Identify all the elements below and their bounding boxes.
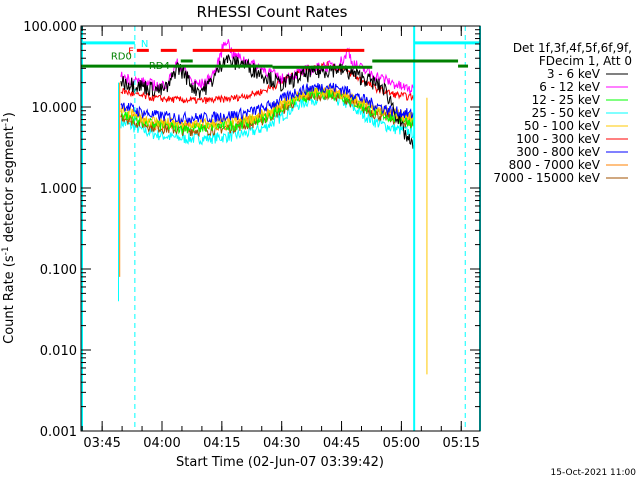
legend-header-line-2: FDecim 1, Att 0 — [539, 54, 632, 68]
x-tick-label: 04:00 — [143, 436, 180, 451]
series-line — [120, 92, 416, 146]
series-line — [120, 84, 416, 130]
rd4-label: RD4 — [149, 61, 170, 72]
legend-label: 6 - 12 keV — [539, 80, 601, 94]
x-axis-label: Start Time (02-Jun-07 03:39:42) — [176, 455, 384, 470]
night-label: N — [141, 39, 148, 50]
y-tick-label: 1.000 — [40, 182, 77, 197]
y-tick-label: 0.100 — [40, 263, 77, 278]
series-line — [120, 39, 416, 95]
legend-label: 3 - 6 keV — [547, 67, 601, 81]
legend-label: 300 - 800 keV — [516, 145, 600, 159]
legend: Det 1f,3f,4f,5f,6f,9f, FDecim 1, Att 0 3… — [493, 41, 632, 185]
series-line — [120, 54, 416, 149]
y-axis-label-part: Count Rate (s — [2, 255, 17, 344]
x-tick-label: 04:45 — [323, 436, 360, 451]
footer-timestamp: 15-Oct-2021 11:00 — [551, 468, 637, 478]
x-tick-label: 04:15 — [203, 436, 240, 451]
series-layer — [120, 39, 416, 149]
legend-label: 7000 - 15000 keV — [493, 171, 600, 185]
plot-frame — [80, 25, 481, 432]
series-line — [120, 82, 415, 125]
x-axis: 03:45 04:00 04:15 04:30 04:45 05:00 05:15 — [81, 26, 480, 451]
x-tick-label: 05:00 — [383, 436, 420, 451]
y-axis-label-part: ) — [2, 112, 17, 117]
x-tick-label: 04:30 — [263, 436, 300, 451]
y-axis-label: Count Rate (s-1 detector segment-1) — [1, 112, 17, 344]
y-axis: 100.000 10.000 1.000 0.100 0.010 0.001 — [23, 20, 480, 440]
y-axis-label-superscript: -1 — [1, 117, 11, 126]
y-tick-label: 0.010 — [40, 344, 77, 359]
x-tick-label: 03:45 — [83, 436, 120, 451]
y-tick-label: 10.000 — [32, 101, 78, 116]
y-tick-label: 100.000 — [23, 20, 77, 35]
flare-label: F — [128, 46, 134, 57]
legend-label: 25 - 50 keV — [532, 106, 601, 120]
y-axis-label-part: detector segment — [2, 126, 17, 246]
y-axis-label-superscript: -1 — [1, 246, 11, 255]
rd0-label: RD0 — [111, 52, 132, 63]
legend-header-line-1: Det 1f,3f,4f,5f,6f,9f, — [513, 41, 632, 55]
legend-label: 800 - 7000 keV — [509, 158, 601, 172]
legend-label: 100 - 300 keV — [516, 132, 600, 146]
x-tick-label: 05:15 — [443, 436, 480, 451]
chart-title: RHESSI Count Rates — [197, 3, 348, 21]
y-tick-label: 0.001 — [40, 425, 77, 440]
legend-label: 50 - 100 keV — [524, 119, 601, 133]
legend-label: 12 - 25 keV — [532, 93, 601, 107]
